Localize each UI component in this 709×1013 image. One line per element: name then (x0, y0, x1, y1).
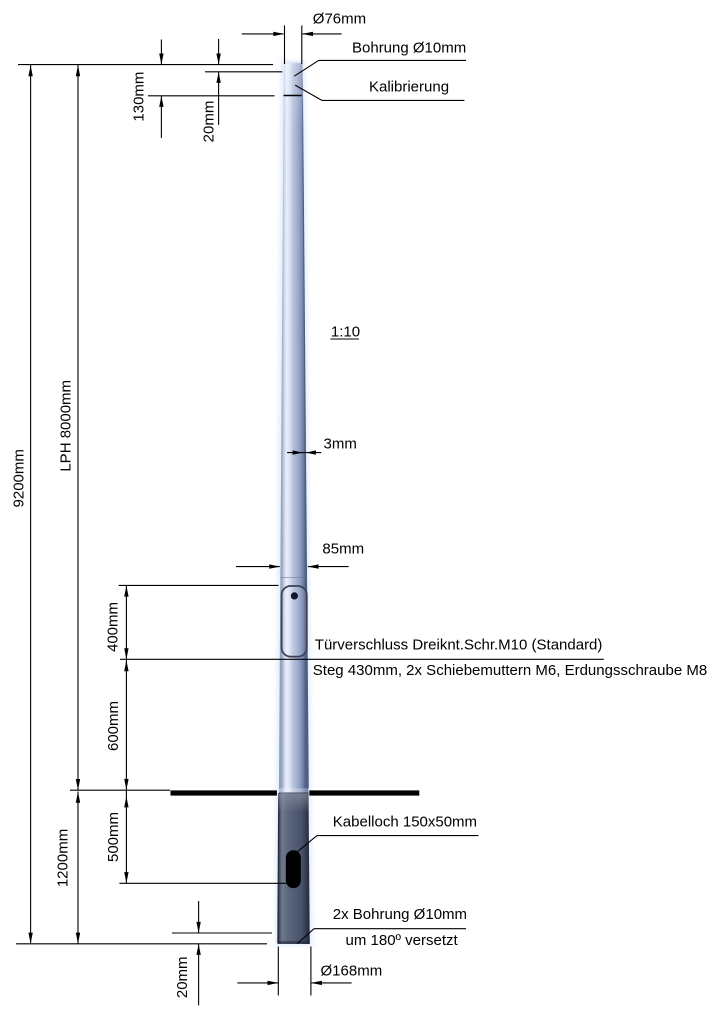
svg-text:20mm: 20mm (201, 101, 218, 143)
svg-text:3mm: 3mm (324, 435, 357, 452)
svg-text:Kalibrierung: Kalibrierung (369, 78, 449, 95)
svg-text:um 180º versetzt: um 180º versetzt (346, 932, 459, 949)
svg-text:Bohrung Ø10mm: Bohrung Ø10mm (352, 40, 466, 57)
svg-text:Steg 430mm, 2x Schiebemuttern: Steg 430mm, 2x Schiebemuttern M6, Erdung… (313, 662, 707, 679)
svg-text:Ø168mm: Ø168mm (321, 962, 383, 979)
svg-text:9200mm: 9200mm (10, 449, 27, 507)
svg-text:1:10: 1:10 (331, 323, 360, 340)
svg-text:400mm: 400mm (104, 602, 121, 652)
svg-text:Kabelloch 150x50mm: Kabelloch 150x50mm (333, 813, 477, 830)
svg-text:500mm: 500mm (105, 812, 122, 862)
svg-text:Türverschluss Dreiknt.Schr.M10: Türverschluss Dreiknt.Schr.M10 (Standard… (315, 637, 603, 654)
svg-text:20mm: 20mm (174, 956, 191, 998)
svg-text:LPH 8000mm: LPH 8000mm (58, 380, 75, 472)
svg-text:Ø76mm: Ø76mm (313, 10, 366, 27)
svg-text:85mm: 85mm (322, 540, 364, 557)
svg-text:1200mm: 1200mm (54, 829, 71, 887)
svg-text:2x Bohrung Ø10mm: 2x Bohrung Ø10mm (333, 906, 467, 923)
svg-text:600mm: 600mm (105, 701, 122, 751)
svg-text:130mm: 130mm (131, 72, 148, 122)
